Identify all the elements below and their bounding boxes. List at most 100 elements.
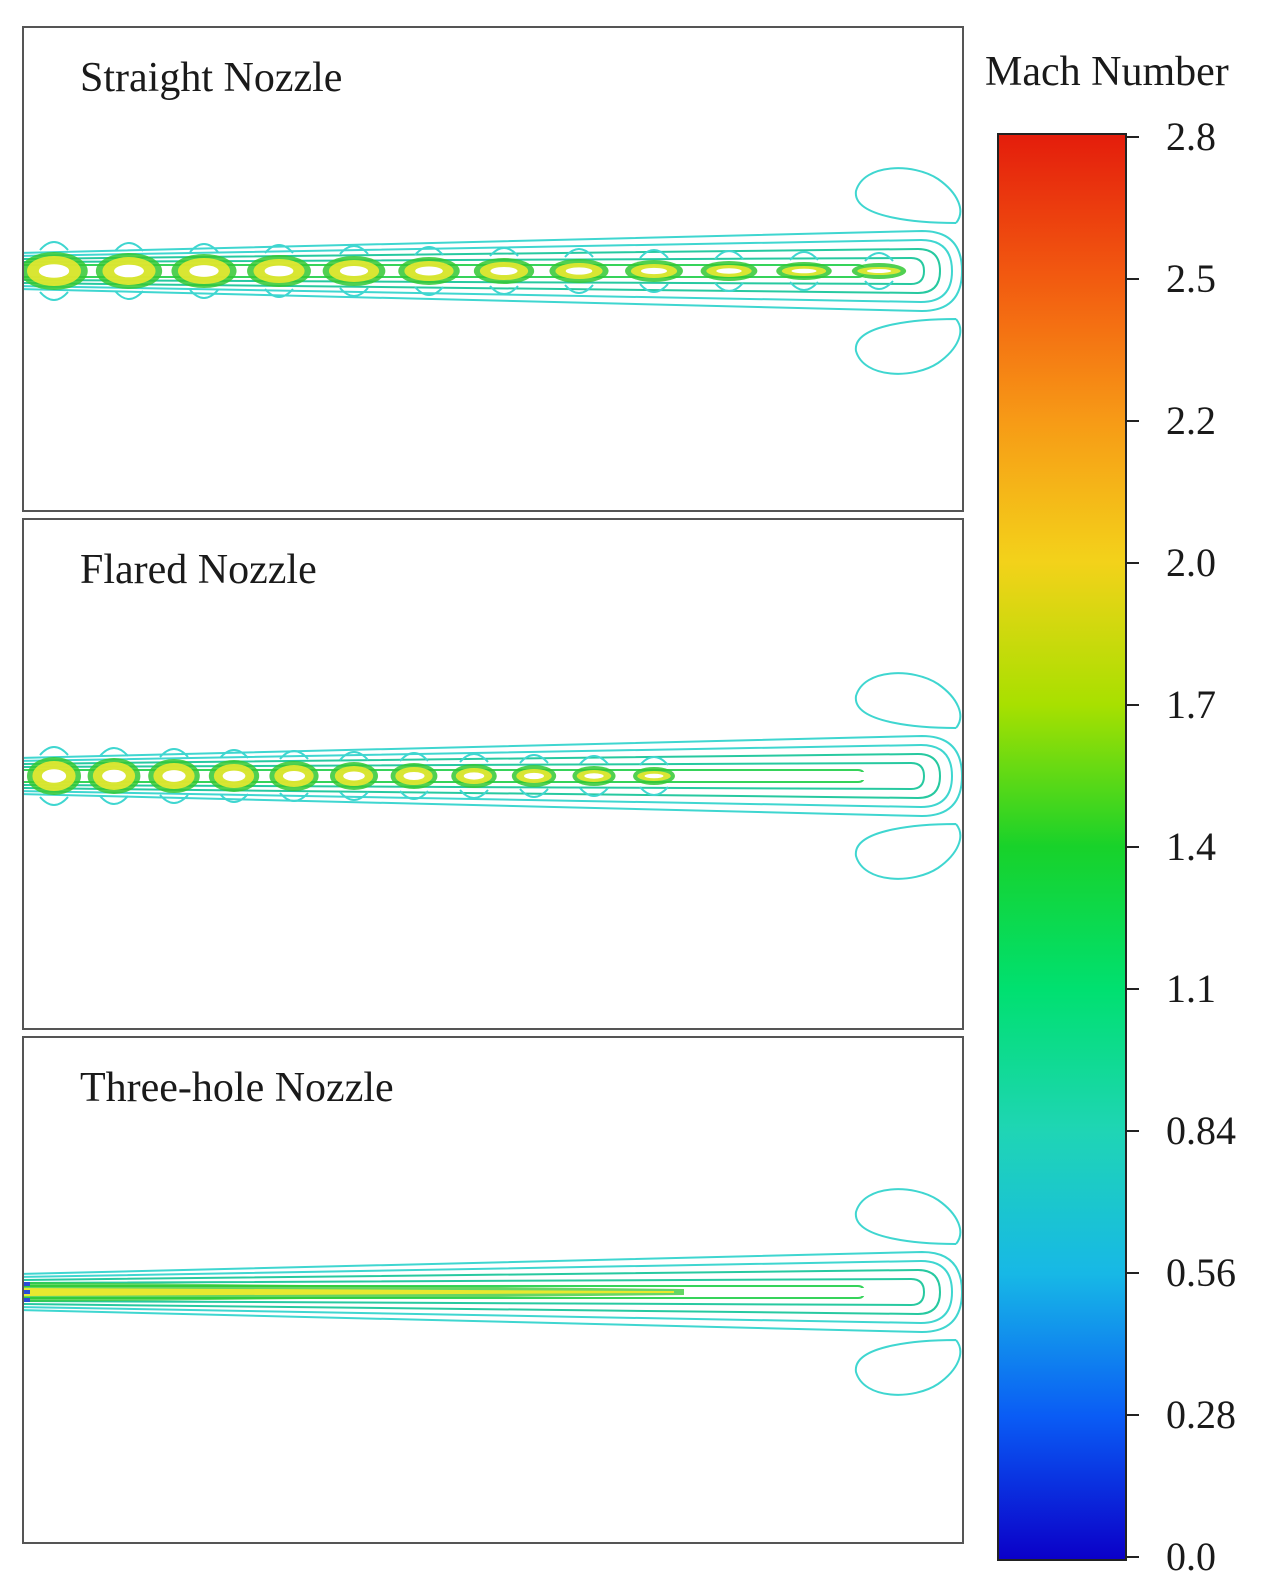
colorbar-tick: [1127, 278, 1139, 280]
jet-contour-line: [24, 247, 942, 295]
shock-cell-bump: [519, 754, 549, 764]
flared-nozzle-panel: Flared Nozzle: [22, 518, 964, 1030]
shock-cell-bump: [864, 280, 894, 290]
jet-merged-core-hot: [24, 1288, 674, 1296]
jet-core: [24, 267, 904, 275]
shock-cell-bump: [114, 242, 144, 252]
shock-cell-bump: [414, 286, 444, 296]
jet-contour-line: [24, 1250, 962, 1334]
shock-cell-bump: [579, 787, 609, 797]
colorbar-tick-label: 1.4: [1166, 824, 1216, 869]
colorbar-tick-label: 0.28: [1166, 1392, 1236, 1437]
jet-contour-line: [24, 743, 954, 809]
shock-cell-bump: [414, 246, 444, 256]
recirculation-lobe-upper: [854, 672, 962, 729]
shock-cell-center: [339, 266, 369, 276]
shock-cell-bump: [339, 751, 369, 761]
shock-cell-bump: [639, 756, 669, 766]
shock-cell-bump: [189, 243, 219, 253]
shock-cell-center: [403, 771, 425, 781]
shock-cell-center: [565, 267, 593, 275]
shock-cell-bump: [519, 788, 549, 798]
three-hole-nozzle-panel: Three-hole Nozzle: [22, 1036, 964, 1544]
shock-cell-bump: [339, 287, 369, 297]
shock-cell-bump: [219, 793, 249, 803]
shock-cell-bump: [639, 786, 669, 796]
colorbar-tick-label: 0.56: [1166, 1250, 1236, 1295]
shock-cell-bump: [99, 747, 129, 757]
shock-cell-bump: [399, 790, 429, 800]
shock-cell-bump: [99, 795, 129, 805]
shock-cell-bump: [459, 753, 489, 763]
shock-cell-center: [189, 265, 219, 277]
shock-cell-center: [463, 772, 485, 780]
jet-contour-line: [24, 1259, 954, 1325]
jet-contour-line: [24, 1268, 942, 1316]
three-hole-nozzle-contour-plot: [24, 1188, 962, 1396]
nozzle-hole: [24, 1282, 30, 1286]
jet-contour-line: [24, 256, 926, 286]
jet-contour-line: [24, 229, 962, 313]
shock-cell-center: [162, 770, 186, 782]
shock-cell-bump: [159, 748, 189, 758]
colorbar-tick: [1127, 562, 1139, 564]
shock-cell-bump: [459, 789, 489, 799]
shock-cell-center: [866, 269, 892, 273]
shock-cell-center: [640, 267, 668, 275]
recirculation-lobe-lower: [854, 318, 962, 375]
shock-cell-bump: [639, 283, 669, 293]
nozzle-hole: [24, 1298, 30, 1302]
shock-cell-center: [41, 769, 67, 783]
colorbar-tick: [1127, 1414, 1139, 1416]
shock-cell-center: [114, 264, 144, 278]
shock-cell-bump: [564, 248, 594, 258]
shock-cell-center: [415, 266, 443, 276]
shock-cell-bump: [489, 247, 519, 257]
panel-title-straight-nozzle: Straight Nozzle: [80, 55, 343, 101]
colorbar-tick-label: 0.84: [1166, 1108, 1236, 1153]
shock-cell-bump: [39, 796, 69, 806]
colorbar-tick: [1127, 846, 1139, 848]
jet-contour-line: [24, 761, 926, 791]
shock-cell-bump: [189, 289, 219, 299]
panel-title-three-hole-nozzle: Three-hole Nozzle: [80, 1065, 394, 1111]
shock-cell-center: [791, 268, 817, 274]
colorbar-tick-label: 2.8: [1166, 114, 1216, 159]
shock-cell-bump: [579, 755, 609, 765]
shock-cell-center: [490, 266, 518, 276]
colorbar-tick-label: 2.2: [1166, 398, 1216, 443]
shock-cell-bump: [714, 282, 744, 292]
straight-nozzle-panel: Straight Nozzle: [22, 26, 964, 512]
colorbar-gradient: [997, 133, 1127, 1561]
recirculation-lobe-upper: [854, 1188, 962, 1245]
shock-cell-center: [343, 771, 365, 781]
recirculation-lobe-lower: [854, 823, 962, 880]
colorbar-tick-label: 2.0: [1166, 540, 1216, 585]
colorbar-tick: [1127, 1556, 1139, 1558]
jet-contour-line: [24, 752, 942, 800]
shock-cell-bump: [159, 794, 189, 804]
shock-cell-center: [264, 265, 294, 277]
shock-cell-bump: [789, 251, 819, 261]
colorbar-tick: [1127, 988, 1139, 990]
shock-cell-bump: [39, 746, 69, 756]
shock-cell-center: [102, 769, 126, 783]
shock-cell-bump: [279, 750, 309, 760]
colorbar-tick: [1127, 1130, 1139, 1132]
recirculation-lobe-lower: [854, 1339, 962, 1396]
shock-cell-bump: [489, 285, 519, 295]
jet-contour-line: [24, 1277, 926, 1307]
shock-cell-bump: [39, 241, 69, 251]
shock-cell-bump: [114, 290, 144, 300]
shock-cell-center: [716, 268, 742, 274]
shock-cell-bump: [789, 281, 819, 291]
jet-contour-line: [24, 238, 954, 304]
shock-cell-bump: [339, 791, 369, 801]
colorbar-tick-label: 1.7: [1166, 682, 1216, 727]
nozzle-hole: [24, 1290, 30, 1294]
colorbar-tick-label: 0.0: [1166, 1534, 1216, 1579]
straight-nozzle-contour-plot: [24, 167, 962, 375]
colorbar-tick: [1127, 136, 1139, 138]
jet-contour-line: [24, 734, 962, 818]
colorbar-title: Mach Number: [985, 49, 1229, 95]
